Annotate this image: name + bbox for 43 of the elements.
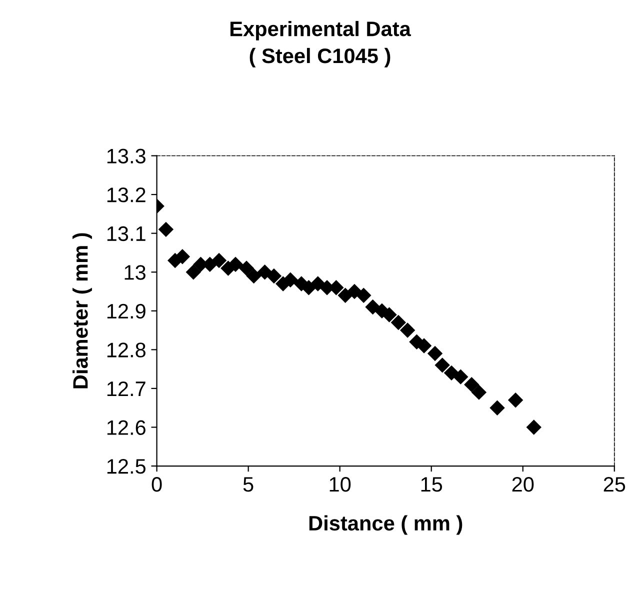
point: [282, 272, 298, 288]
y-tick-label: 12.7: [107, 381, 146, 396]
y-tick-label: 12.5: [107, 459, 146, 474]
point: [346, 284, 362, 300]
point: [464, 376, 480, 392]
point: [382, 307, 397, 322]
x-tick-label: 20: [512, 476, 534, 492]
x-tick-label: 5: [243, 477, 254, 492]
x-axis-title: Distance ( mm ): [309, 515, 462, 535]
point: [174, 248, 190, 264]
y-tick-label: 13: [124, 265, 146, 280]
x-tick-label: 15: [421, 477, 442, 492]
point: [453, 369, 468, 384]
point: [238, 260, 254, 276]
x-tick-label: 10: [330, 476, 351, 492]
y-tick-label: 13.1: [107, 226, 146, 242]
point: [211, 252, 227, 268]
y-tick-label: 13.3: [107, 148, 146, 164]
y-axis-title: Diameter ( mm ): [72, 233, 92, 388]
x-tick-label: 25: [604, 476, 626, 492]
point: [246, 268, 262, 284]
chart-title: Experimental Data ( Steel C1045 ): [230, 20, 412, 68]
y-tick-label: 12.8: [107, 342, 146, 358]
y-tick-label: 13.2: [107, 188, 146, 202]
point: [310, 276, 326, 292]
point: [444, 365, 460, 381]
point: [434, 358, 450, 373]
point: [228, 256, 244, 272]
point: [390, 314, 406, 330]
point: [158, 222, 174, 238]
point: [266, 268, 282, 284]
point: [427, 346, 443, 362]
y-tick-label: 12.6: [107, 420, 146, 435]
point: [526, 420, 542, 435]
point: [416, 338, 432, 354]
point: [400, 322, 416, 338]
x-tick-label: 0: [152, 476, 162, 492]
y-tick-label: 12.9: [107, 304, 146, 319]
point: [471, 384, 487, 400]
point: [186, 264, 202, 280]
point: [508, 392, 524, 408]
point: [356, 288, 372, 303]
point: [490, 400, 505, 416]
